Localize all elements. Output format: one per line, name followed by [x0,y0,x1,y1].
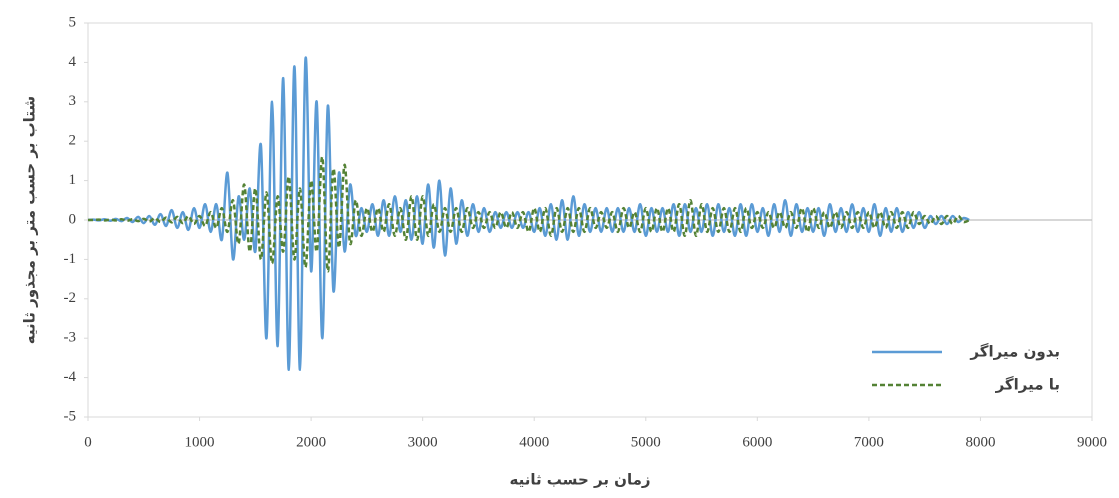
legend-label: بدون میراگر [969,343,1060,361]
x-tick-label: 4000 [519,434,549,450]
y-tick-label: 3 [69,93,77,109]
y-tick-label: 1 [69,172,77,188]
x-tick-label: 8000 [965,434,995,450]
x-tick-label: 3000 [408,434,438,450]
legend-label: با میراگر [995,376,1060,394]
x-tick-label: 6000 [742,434,772,450]
x-axis-title: زمان بر حسب ثانیه [509,471,650,489]
y-tick-label: -3 [64,330,77,346]
y-tick-label: 0 [69,211,77,227]
y-tick-label: -2 [64,290,77,306]
y-tick-label: -1 [64,251,77,267]
y-tick-label: -5 [64,408,77,424]
y-tick-label: -4 [64,369,77,385]
y-axis-title: شتاب بر حسب متر بر مجذور ثانیه [21,96,39,344]
series-line [87,155,970,273]
x-tick-label: 0 [84,434,92,450]
x-tick-label: 1000 [185,434,215,450]
x-tick-label: 7000 [854,434,884,450]
y-tick-label: 2 [69,133,77,149]
y-tick-label: 5 [69,14,77,30]
x-tick-label: 5000 [631,434,661,450]
x-tick-label: 2000 [296,434,326,450]
x-tick-label: 9000 [1077,434,1107,450]
y-tick-label: 4 [69,54,77,70]
